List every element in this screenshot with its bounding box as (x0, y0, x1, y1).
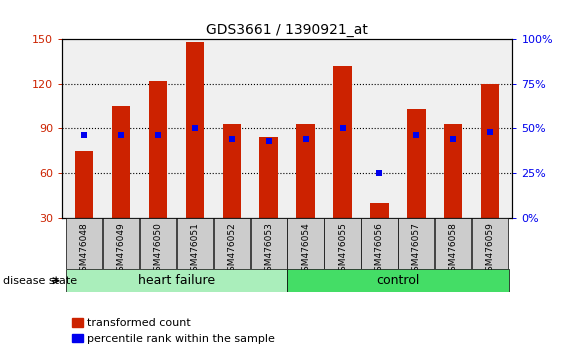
Text: GSM476051: GSM476051 (190, 222, 199, 277)
FancyBboxPatch shape (361, 218, 397, 269)
FancyBboxPatch shape (287, 269, 508, 292)
Text: GSM476056: GSM476056 (375, 222, 384, 277)
Bar (260, 137, 278, 218)
Text: GSM476058: GSM476058 (449, 222, 458, 277)
FancyBboxPatch shape (177, 218, 213, 269)
Bar (481, 84, 499, 218)
FancyBboxPatch shape (251, 218, 287, 269)
Bar (112, 106, 130, 218)
Bar (333, 66, 352, 218)
Text: GSM476057: GSM476057 (412, 222, 421, 277)
Text: GSM476049: GSM476049 (117, 222, 126, 276)
FancyBboxPatch shape (66, 218, 102, 269)
FancyBboxPatch shape (214, 218, 250, 269)
Text: GSM476059: GSM476059 (486, 222, 495, 277)
Bar (186, 42, 204, 218)
Text: GSM476052: GSM476052 (227, 222, 236, 276)
FancyBboxPatch shape (435, 218, 471, 269)
Text: control: control (376, 274, 419, 287)
FancyBboxPatch shape (66, 269, 287, 292)
FancyBboxPatch shape (103, 218, 139, 269)
Legend: transformed count, percentile rank within the sample: transformed count, percentile rank withi… (68, 314, 280, 348)
Bar (222, 124, 241, 218)
FancyBboxPatch shape (398, 218, 435, 269)
Bar (75, 151, 93, 218)
Bar (444, 124, 462, 218)
Text: GSM476054: GSM476054 (301, 222, 310, 276)
Text: GSM476050: GSM476050 (153, 222, 162, 277)
FancyBboxPatch shape (288, 218, 324, 269)
Text: GSM476048: GSM476048 (79, 222, 88, 276)
FancyBboxPatch shape (324, 218, 360, 269)
Bar (370, 203, 388, 218)
Text: disease state: disease state (3, 276, 77, 286)
Text: GSM476055: GSM476055 (338, 222, 347, 277)
Bar (407, 109, 426, 218)
FancyBboxPatch shape (140, 218, 176, 269)
Bar (149, 81, 167, 218)
Text: GSM476053: GSM476053 (264, 222, 273, 277)
Bar (296, 124, 315, 218)
FancyBboxPatch shape (472, 218, 508, 269)
Title: GDS3661 / 1390921_at: GDS3661 / 1390921_at (206, 23, 368, 36)
Text: heart failure: heart failure (138, 274, 215, 287)
